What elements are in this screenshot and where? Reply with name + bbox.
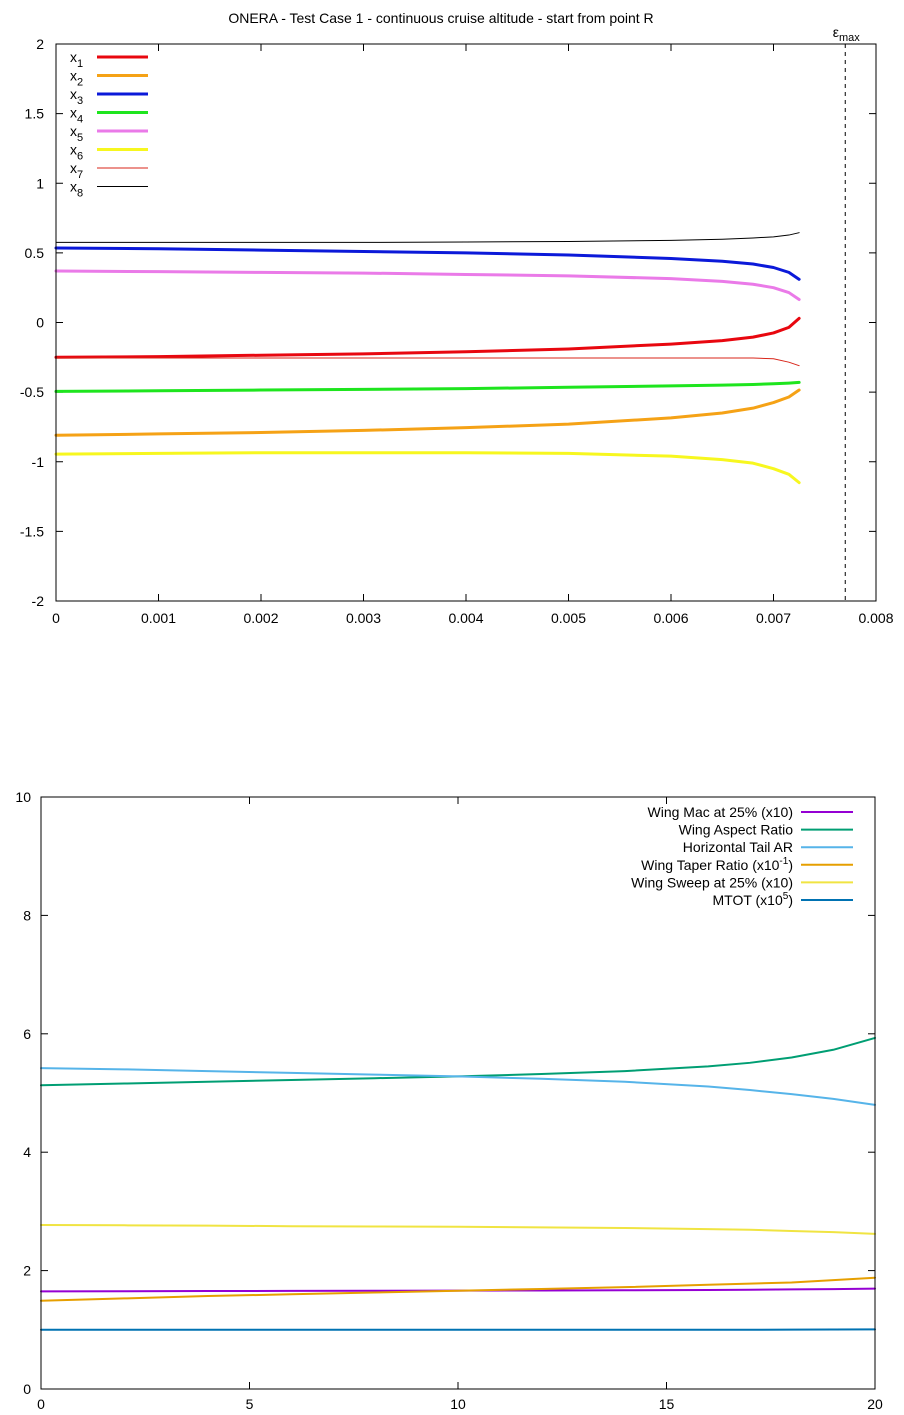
- y-tick-label: -2: [32, 593, 45, 609]
- series-line-2: [54, 388, 801, 437]
- series-line-3: [40, 1067, 876, 1106]
- y-tick-label: 2: [36, 36, 44, 52]
- chart-1: ONERA - Test Case 1 - continuous cruise …: [20, 10, 894, 626]
- x-tick-label: 0: [37, 1396, 45, 1412]
- legend-label-7: x7: [70, 160, 83, 181]
- x-tick-label: 0: [52, 610, 60, 626]
- y-tick-label: -1: [32, 454, 45, 470]
- y-tick-label: 0: [36, 315, 44, 331]
- legend-label-6: MTOT (x105): [712, 891, 793, 908]
- x-tick-label: 0.008: [858, 610, 893, 626]
- x-tick-label: 0.005: [551, 610, 586, 626]
- legend-label-2: Wing Aspect Ratio: [679, 822, 794, 838]
- x-tick-label: 0.002: [243, 610, 278, 626]
- x-tick-label: 0.007: [756, 610, 791, 626]
- chart-2-plot-frame: [40, 796, 876, 1390]
- y-tick-label: 6: [23, 1026, 31, 1042]
- series-line-1: [40, 1287, 876, 1293]
- legend-label-3: x3: [70, 86, 83, 107]
- x-tick-label: 0.003: [346, 610, 381, 626]
- legend-label-6: x6: [70, 142, 83, 163]
- y-tick-label: -0.5: [20, 384, 44, 400]
- x-tick-label: 15: [659, 1396, 675, 1412]
- epsilon-max-label: εmax: [833, 24, 861, 44]
- legend-label-1: x1: [70, 49, 83, 70]
- legend-label-2: x2: [70, 68, 83, 89]
- y-tick-label: -1.5: [20, 523, 44, 539]
- series-line-5: [40, 1224, 876, 1235]
- legend-label-4: x4: [70, 105, 83, 126]
- series-line-4: [40, 1276, 876, 1302]
- legend-label-4: Wing Taper Ratio (x10-1): [641, 856, 793, 873]
- x-tick-label: 10: [450, 1396, 466, 1412]
- x-tick-label: 0.001: [141, 610, 176, 626]
- series-line-7: [55, 357, 800, 367]
- y-tick-label: 4: [23, 1144, 31, 1160]
- x-tick-label: 5: [246, 1396, 254, 1412]
- legend-label-5: Wing Sweep at 25% (x10): [631, 874, 793, 890]
- x-tick-label: 20: [867, 1396, 883, 1412]
- y-tick-label: 0: [23, 1381, 31, 1397]
- y-tick-label: 10: [15, 789, 31, 805]
- y-tick-label: 1: [36, 175, 44, 191]
- series-line-1: [54, 316, 801, 359]
- y-tick-label: 8: [23, 907, 31, 923]
- series-line-6: [54, 451, 801, 485]
- chart-1-title: ONERA - Test Case 1 - continuous cruise …: [228, 10, 653, 26]
- legend-label-8: x8: [70, 179, 83, 200]
- x-tick-label: 0.006: [653, 610, 688, 626]
- series-line-3: [54, 246, 801, 281]
- series-line-8: [55, 232, 800, 243]
- series-line-2: [40, 1036, 876, 1087]
- y-tick-label: 1.5: [25, 106, 45, 122]
- y-tick-label: 0.5: [25, 245, 45, 261]
- legend-label-1: Wing Mac at 25% (x10): [648, 804, 794, 820]
- series-line-5: [54, 269, 801, 302]
- legend-label-3: Horizontal Tail AR: [683, 839, 793, 855]
- series-line-4: [54, 380, 801, 393]
- y-tick-label: 2: [23, 1263, 31, 1279]
- x-tick-label: 0.004: [448, 610, 483, 626]
- legend-label-5: x5: [70, 123, 83, 144]
- chart-1-plot-frame: [55, 43, 877, 602]
